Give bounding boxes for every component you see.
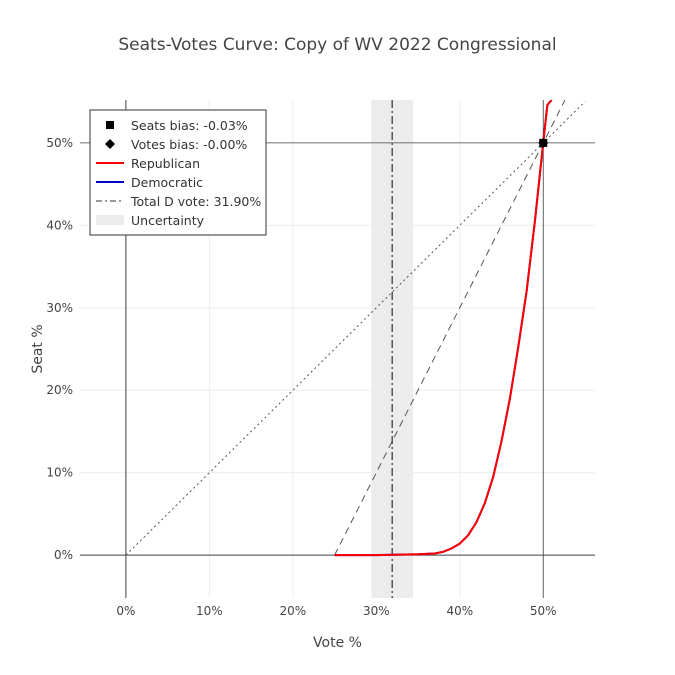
axis-ticks: 0% 10% 20% 30% 40% 50% 0% 10% 20% 30% 40% 50% — [46, 136, 556, 618]
y-tick-label-3: 30% — [46, 301, 73, 315]
y-tick-label-1: 10% — [46, 466, 73, 480]
legend-uncertainty-swatch — [96, 215, 124, 225]
x-tick-label-4: 40% — [446, 604, 473, 618]
legend[interactable]: Seats bias: -0.03% Votes bias: -0.00% Re… — [89, 109, 267, 236]
y-tick-label-0: 0% — [54, 548, 73, 562]
responsiveness-reference-line — [334, 100, 566, 556]
x-axis-label: Vote % — [313, 635, 362, 651]
legend-total-d-vote[interactable]: Total D vote: 31.90% — [130, 194, 261, 209]
x-tick-label-5: 50% — [530, 604, 557, 618]
legend-square-marker — [106, 121, 114, 129]
y-tick-label-4: 40% — [46, 218, 73, 232]
x-tick-label-2: 20% — [280, 604, 307, 618]
republican-curve[interactable] — [334, 100, 553, 557]
legend-democratic[interactable]: Democratic — [131, 175, 203, 190]
plot-area — [80, 100, 595, 598]
x-tick-label-1: 10% — [196, 604, 223, 618]
legend-republican[interactable]: Republican — [131, 156, 200, 171]
x-tick-label-0: 0% — [116, 604, 135, 618]
y-tick-label-2: 20% — [46, 383, 73, 397]
chart-title: Seats-Votes Curve: Copy of WV 2022 Congr… — [118, 35, 556, 55]
legend-diamond-marker — [105, 139, 115, 149]
y-tick-label-5: 50% — [46, 136, 73, 150]
y-axis-label: Seat % — [30, 324, 46, 373]
legend-seats-bias[interactable]: Seats bias: -0.03% — [131, 118, 248, 133]
democratic-curve[interactable] — [334, 100, 553, 557]
x-tick-label-3: 30% — [363, 604, 390, 618]
legend-votes-bias[interactable]: Votes bias: -0.00% — [131, 137, 247, 152]
legend-uncertainty[interactable]: Uncertainty — [131, 213, 205, 228]
seats-bias-marker[interactable] — [539, 138, 548, 147]
legend-box — [89, 109, 267, 236]
